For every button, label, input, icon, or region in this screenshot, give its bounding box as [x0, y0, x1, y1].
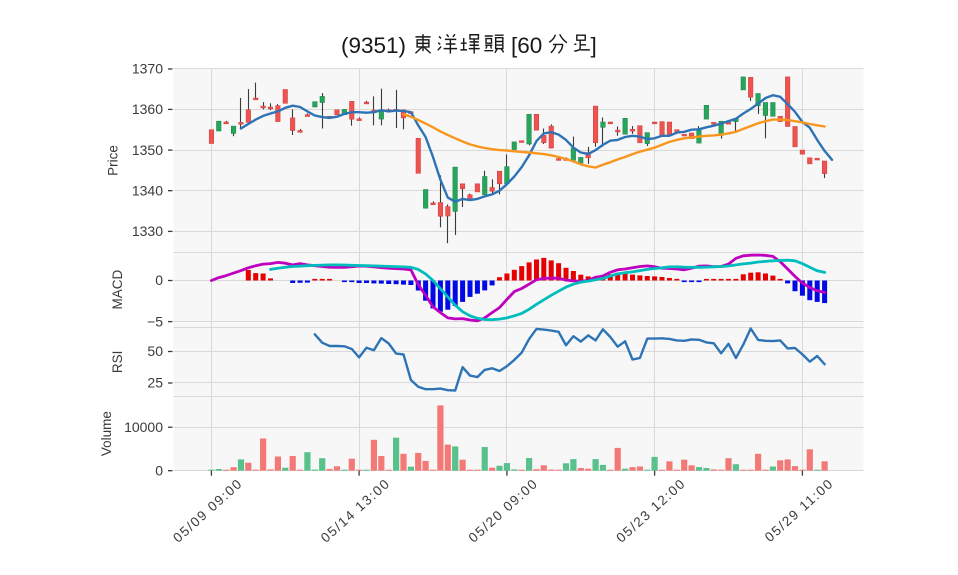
svg-text:10000: 10000 — [124, 419, 163, 435]
svg-text:1360: 1360 — [132, 101, 163, 117]
svg-text:MACD: MACD — [110, 269, 125, 309]
svg-text:RSI: RSI — [110, 351, 125, 374]
svg-text:Volume: Volume — [99, 411, 114, 456]
svg-text:−5: −5 — [147, 313, 163, 329]
svg-text:1350: 1350 — [132, 142, 163, 158]
svg-text:Price: Price — [106, 145, 121, 176]
svg-text:1330: 1330 — [132, 223, 163, 239]
svg-text:0: 0 — [155, 462, 163, 478]
svg-text:1370: 1370 — [132, 61, 163, 77]
svg-text:50: 50 — [147, 343, 163, 359]
svg-text:[60: [60 — [511, 33, 542, 58]
svg-text:(9351): (9351) — [341, 33, 406, 58]
svg-text:0: 0 — [155, 272, 163, 288]
svg-text:]: ] — [591, 33, 597, 58]
svg-text:1340: 1340 — [132, 182, 163, 198]
svg-text:25: 25 — [147, 375, 163, 391]
